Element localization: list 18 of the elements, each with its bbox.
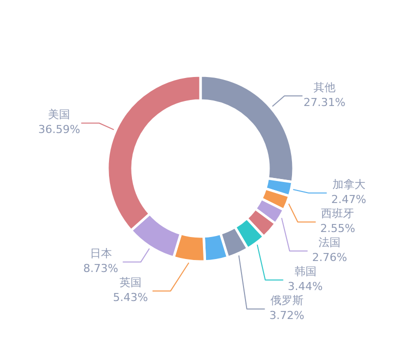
- data-label: 8.73%: [83, 262, 118, 276]
- data-label: 3.72%: [269, 309, 304, 322]
- data-label: 2.55%: [320, 222, 356, 236]
- data-label: 36.59%: [38, 123, 80, 136]
- data-label: 3.44%: [288, 280, 323, 294]
- data-label: 5.43%: [113, 291, 148, 304]
- data-label: 2.76%: [312, 251, 348, 264]
- slice-label: 韩国: [294, 265, 316, 278]
- slice-label: 俄罗斯: [270, 294, 304, 308]
- slice-label: 加拿大: [332, 178, 366, 192]
- data-label: 2.47%: [331, 193, 366, 206]
- slice-label: 法国: [318, 236, 341, 250]
- slice-label: 日本: [90, 247, 112, 260]
- slice-label: 西班牙: [321, 207, 354, 220]
- slice-label: 英国: [120, 276, 142, 290]
- data-label: 27.31%: [304, 96, 346, 109]
- slice-label: 美国: [48, 108, 70, 122]
- slice-label: 其他: [313, 80, 336, 94]
